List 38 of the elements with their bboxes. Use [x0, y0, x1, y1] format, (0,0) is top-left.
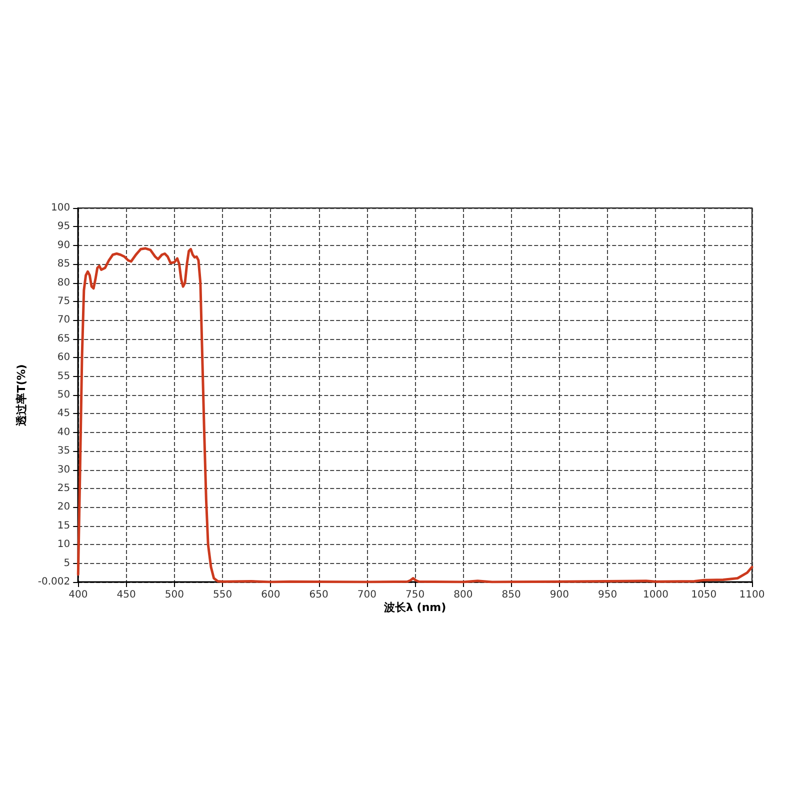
y-tick-label: 25: [57, 482, 70, 494]
x-tick-label: 950: [598, 590, 618, 600]
x-tick-label: 400: [68, 590, 88, 600]
x-tick-label: 1000: [643, 590, 668, 600]
x-tick-label: 600: [261, 590, 280, 600]
y-tick-label: 35: [57, 446, 70, 457]
x-tick-label: 750: [406, 590, 425, 600]
y-tick-label: 50: [57, 389, 70, 400]
y-tick-label: 40: [57, 426, 70, 438]
y-tick-label: 95: [57, 221, 70, 232]
x-tick-label: 1050: [691, 590, 717, 600]
x-tick-label: 500: [164, 590, 184, 600]
y-tick-label: 80: [57, 277, 70, 288]
y-tick-label: 55: [57, 370, 70, 382]
y-tick-label: 5: [64, 558, 70, 569]
x-tick-label: 1100: [739, 590, 765, 600]
y-tick-label: 85: [57, 258, 70, 270]
y-tick-label: 75: [57, 296, 70, 307]
y-tick-label: 20: [57, 502, 70, 513]
y-tick-label: 70: [57, 314, 70, 326]
y-tick-label: 90: [57, 240, 70, 251]
x-tick-label: 550: [212, 590, 232, 600]
x-axis-title: 波长λ (nm): [383, 601, 446, 614]
y-axis-title: 透过率T(%): [15, 364, 28, 427]
y-tick-label: 10: [57, 539, 70, 550]
x-tick-label: 700: [357, 590, 376, 600]
y-tick-label: 65: [57, 333, 70, 344]
x-tick-label: 900: [550, 590, 570, 600]
y-tick-label: 100: [51, 202, 70, 214]
x-tick-label: 850: [502, 590, 521, 600]
y-tick-label: 45: [57, 408, 70, 420]
x-tick-label: 800: [454, 590, 473, 600]
x-tick-label: 650: [309, 590, 328, 600]
y-tick-label: -0.002: [38, 576, 70, 588]
y-tick-label: 15: [57, 520, 70, 532]
y-tick-label: 30: [57, 464, 70, 476]
x-tick-label: 450: [116, 590, 136, 600]
y-tick-label: 60: [57, 352, 70, 364]
